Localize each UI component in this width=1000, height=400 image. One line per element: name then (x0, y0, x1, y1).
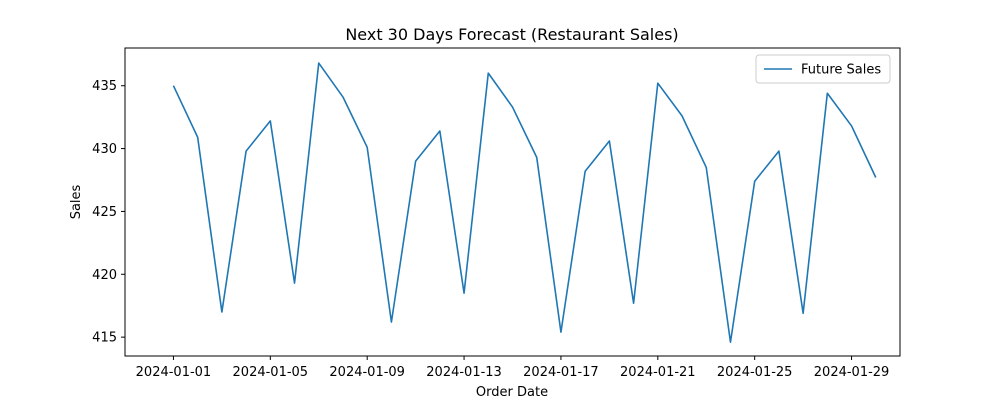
y-tick-label: 420 (92, 268, 117, 283)
x-tick-label: 2024-01-17 (523, 365, 599, 380)
chart-title: Next 30 Days Forecast (Restaurant Sales) (345, 25, 678, 44)
x-tick-label: 2024-01-21 (620, 365, 696, 380)
x-axis-ticks: 2024-01-01 2024-01-05 2024-01-09 2024-01-13… (136, 356, 890, 380)
y-tick-label: 430 (92, 142, 117, 157)
legend-box (755, 54, 891, 84)
y-tick-label: 415 (92, 331, 117, 346)
legend: Future Sales (755, 54, 891, 84)
axes-frame (124, 47, 901, 357)
x-tick-label: 2024-01-25 (717, 365, 793, 380)
x-tick-label: 2024-01-29 (814, 365, 890, 380)
y-tick-label: 435 (92, 79, 117, 94)
series-line-future-sales (172, 62, 877, 343)
x-axis-label: Order Date (476, 385, 548, 400)
x-tick-label: 2024-01-05 (233, 365, 309, 380)
plot-area (124, 47, 901, 357)
y-axis-label: Sales (69, 184, 84, 219)
x-tick-label: 2024-01-09 (329, 365, 405, 380)
x-tick-label: 2024-01-01 (136, 365, 212, 380)
y-axis-ticks: 415 420 425 430 435 (92, 79, 125, 346)
y-tick-label: 425 (92, 205, 117, 220)
legend-label: Future Sales (801, 63, 881, 78)
x-tick-label: 2024-01-13 (426, 365, 502, 380)
